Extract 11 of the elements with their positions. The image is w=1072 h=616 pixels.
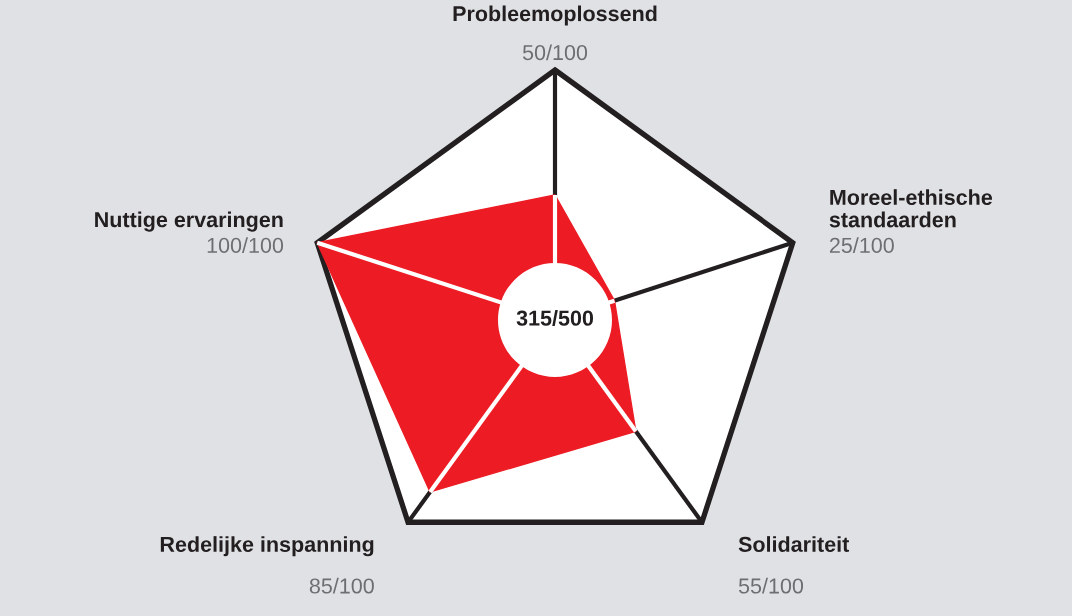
spoke-label: Probleemoplossend — [453, 5, 657, 26]
text: 25/100 — [829, 237, 894, 253]
text: 50/100 — [522, 44, 588, 61]
text: 100/100 — [207, 237, 284, 253]
text: 55/100 — [738, 577, 804, 594]
spoke-label: Redelijke inspanning — [160, 536, 374, 557]
spoke-label: Nuttige ervaringen — [95, 211, 283, 232]
text: 315/500 — [516, 309, 594, 326]
spoke-label: Solidariteit — [738, 536, 850, 552]
spoke-label: Moreel-ethische standaarden — [829, 189, 993, 228]
text: 85/100 — [309, 577, 374, 594]
